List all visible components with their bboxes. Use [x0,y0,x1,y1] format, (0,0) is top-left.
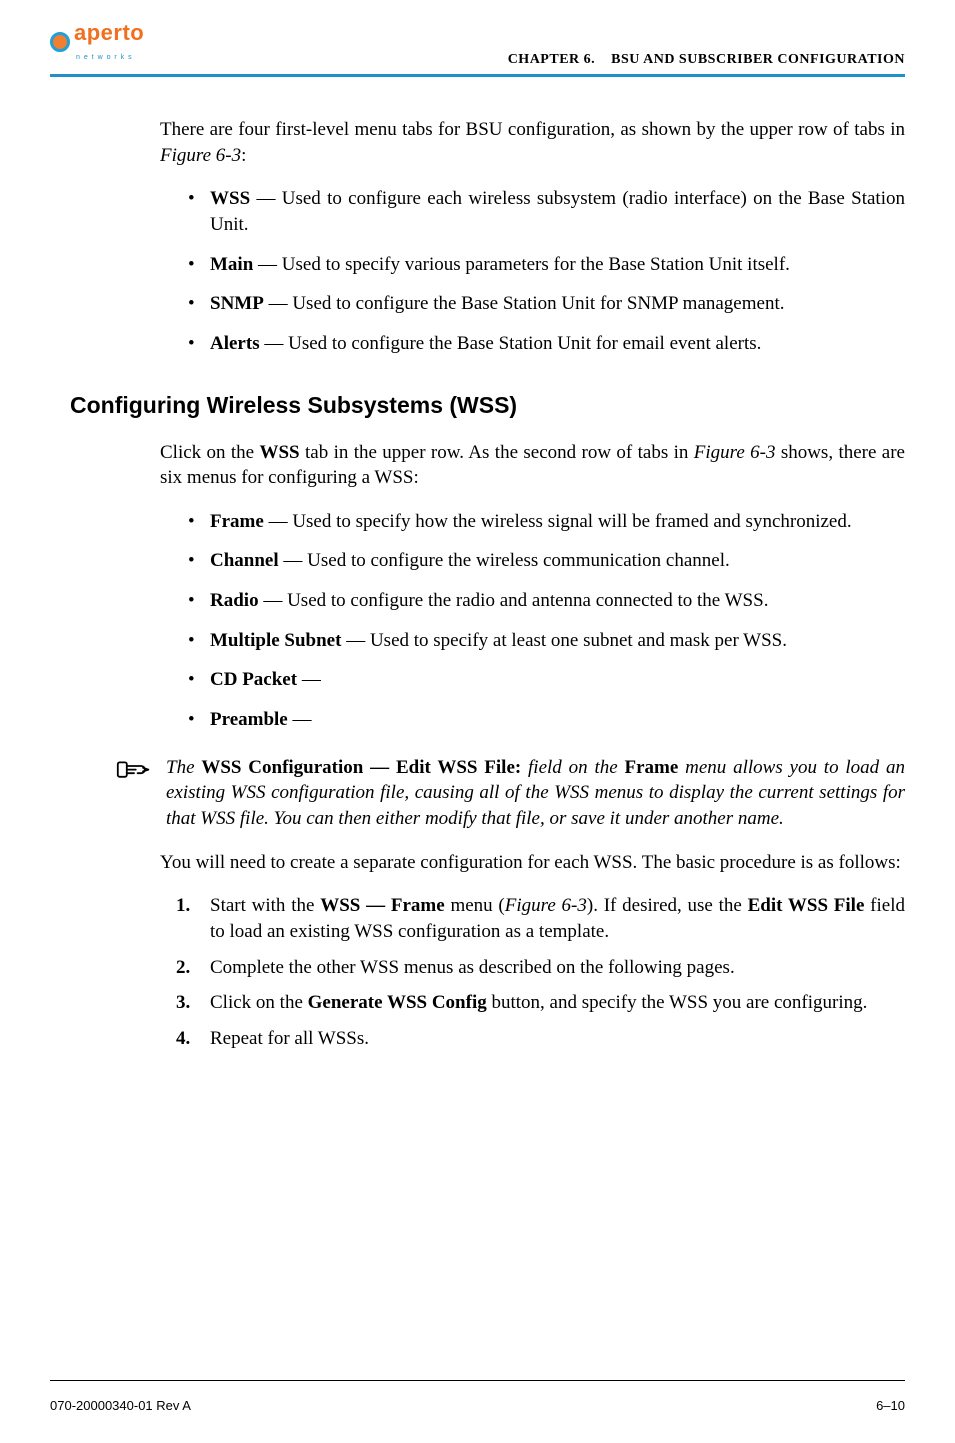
list-item: Complete the other WSS menus as describe… [176,955,905,981]
page: aperto n e t w o r k s CHAPTER 6. BSU AN… [0,0,955,1443]
page-header: aperto n e t w o r k s CHAPTER 6. BSU AN… [50,20,905,74]
list-item: WSS — Used to configure each wireless su… [188,186,905,237]
note-text: The WSS Configuration — Edit WSS File: f… [166,755,905,832]
pointing-hand-icon [116,757,152,792]
list-item: Click on the Generate WSS Config button,… [176,990,905,1016]
list-item: Channel — Used to configure the wireless… [188,548,905,574]
section-heading: Configuring Wireless Subsystems (WSS) [70,390,905,421]
note-block: The WSS Configuration — Edit WSS File: f… [116,755,905,832]
page-footer: 070-20000340-01 Rev A 6–10 [50,1398,905,1413]
list-item: Preamble — [188,707,905,733]
procedure-intro: You will need to create a separate confi… [160,850,905,876]
intro-para: There are four first-level menu tabs for… [160,117,905,168]
header-rule [50,74,905,77]
list-item: Frame — Used to specify how the wireless… [188,509,905,535]
list-item: Repeat for all WSSs. [176,1026,905,1052]
logo-text: aperto [74,20,144,45]
list-item: CD Packet — [188,667,905,693]
section-lead: Click on the WSS tab in the upper row. A… [160,440,905,491]
doc-id: 070-20000340-01 Rev A [50,1398,191,1413]
list-item: Multiple Subnet — Used to specify at lea… [188,628,905,654]
page-number: 6–10 [876,1398,905,1413]
logo-subtext: n e t w o r k s [76,54,133,61]
tabs-list: WSS — Used to configure each wireless su… [188,186,905,356]
list-item: Radio — Used to configure the radio and … [188,588,905,614]
wss-menu-list: Frame — Used to specify how the wireless… [188,509,905,733]
list-item: SNMP — Used to configure the Base Statio… [188,291,905,317]
list-item: Start with the WSS — Frame menu (Figure … [176,893,905,944]
list-item: Main — Used to specify various parameter… [188,252,905,278]
list-item: Alerts — Used to configure the Base Stat… [188,331,905,357]
body-content: There are four first-level menu tabs for… [160,117,905,1051]
procedure-list: Start with the WSS — Frame menu (Figure … [176,893,905,1051]
running-head: CHAPTER 6. BSU AND SUBSCRIBER CONFIGURAT… [508,52,905,68]
footer-rule [50,1380,905,1381]
logo: aperto n e t w o r k s [50,20,144,68]
logo-icon [50,32,70,52]
